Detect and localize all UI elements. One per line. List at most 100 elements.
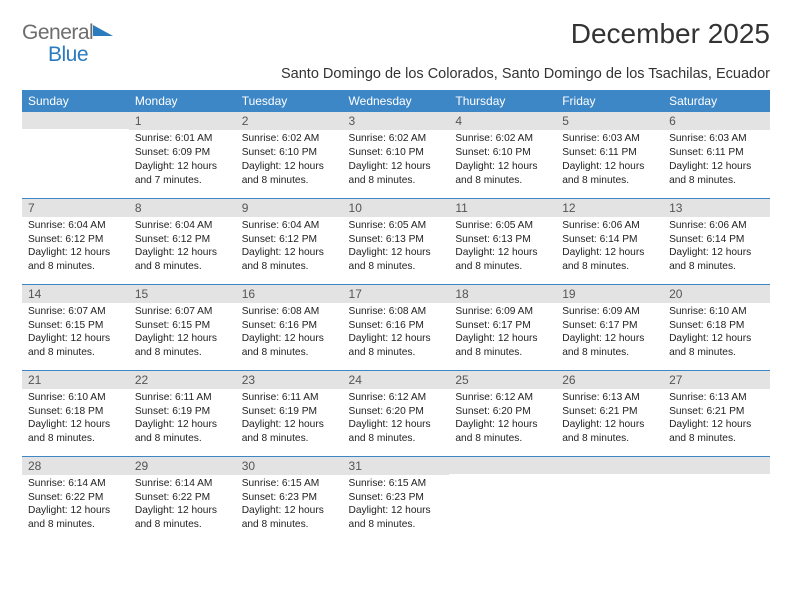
day-detail-line: and 8 minutes. bbox=[455, 260, 550, 274]
day-detail-line: Sunrise: 6:14 AM bbox=[135, 477, 230, 491]
day-details: Sunrise: 6:03 AMSunset: 6:11 PMDaylight:… bbox=[556, 130, 663, 189]
calendar-day-cell: 25Sunrise: 6:12 AMSunset: 6:20 PMDayligh… bbox=[449, 370, 556, 456]
day-details: Sunrise: 6:12 AMSunset: 6:20 PMDaylight:… bbox=[449, 389, 556, 448]
calendar-day-cell: 21Sunrise: 6:10 AMSunset: 6:18 PMDayligh… bbox=[22, 370, 129, 456]
day-number: 29 bbox=[129, 457, 236, 475]
day-detail-line: Sunset: 6:09 PM bbox=[135, 146, 230, 160]
day-detail-line: Sunrise: 6:12 AM bbox=[349, 391, 444, 405]
col-thursday: Thursday bbox=[449, 90, 556, 112]
day-detail-line: Daylight: 12 hours bbox=[455, 246, 550, 260]
day-detail-line: Daylight: 12 hours bbox=[455, 332, 550, 346]
day-detail-line: Sunset: 6:10 PM bbox=[242, 146, 337, 160]
calendar-day-cell bbox=[22, 112, 129, 198]
day-detail-line: and 8 minutes. bbox=[349, 432, 444, 446]
day-number bbox=[449, 457, 556, 474]
day-detail-line: and 8 minutes. bbox=[669, 432, 764, 446]
day-detail-line: and 8 minutes. bbox=[349, 174, 444, 188]
day-detail-line: Sunrise: 6:13 AM bbox=[669, 391, 764, 405]
day-details: Sunrise: 6:14 AMSunset: 6:22 PMDaylight:… bbox=[22, 475, 129, 534]
day-detail-line: Sunset: 6:20 PM bbox=[455, 405, 550, 419]
day-detail-line: Sunrise: 6:06 AM bbox=[669, 219, 764, 233]
day-detail-line: Daylight: 12 hours bbox=[242, 160, 337, 174]
calendar-day-cell: 24Sunrise: 6:12 AMSunset: 6:20 PMDayligh… bbox=[343, 370, 450, 456]
day-details: Sunrise: 6:15 AMSunset: 6:23 PMDaylight:… bbox=[236, 475, 343, 534]
day-detail-line: Daylight: 12 hours bbox=[455, 160, 550, 174]
calendar-day-cell: 17Sunrise: 6:08 AMSunset: 6:16 PMDayligh… bbox=[343, 284, 450, 370]
day-details: Sunrise: 6:04 AMSunset: 6:12 PMDaylight:… bbox=[22, 217, 129, 276]
day-detail-line: Daylight: 12 hours bbox=[349, 160, 444, 174]
calendar-day-cell: 10Sunrise: 6:05 AMSunset: 6:13 PMDayligh… bbox=[343, 198, 450, 284]
day-detail-line: Daylight: 12 hours bbox=[349, 504, 444, 518]
day-detail-line: Sunrise: 6:07 AM bbox=[135, 305, 230, 319]
day-detail-line: and 8 minutes. bbox=[349, 518, 444, 532]
day-details: Sunrise: 6:09 AMSunset: 6:17 PMDaylight:… bbox=[449, 303, 556, 362]
calendar-day-cell: 28Sunrise: 6:14 AMSunset: 6:22 PMDayligh… bbox=[22, 456, 129, 542]
calendar-week-row: 7Sunrise: 6:04 AMSunset: 6:12 PMDaylight… bbox=[22, 198, 770, 284]
calendar-week-row: 21Sunrise: 6:10 AMSunset: 6:18 PMDayligh… bbox=[22, 370, 770, 456]
day-detail-line: and 8 minutes. bbox=[242, 518, 337, 532]
day-number bbox=[556, 457, 663, 474]
day-number: 26 bbox=[556, 371, 663, 389]
day-number: 6 bbox=[663, 112, 770, 130]
day-detail-line: Sunset: 6:23 PM bbox=[242, 491, 337, 505]
day-details: Sunrise: 6:09 AMSunset: 6:17 PMDaylight:… bbox=[556, 303, 663, 362]
calendar-week-row: 14Sunrise: 6:07 AMSunset: 6:15 PMDayligh… bbox=[22, 284, 770, 370]
col-monday: Monday bbox=[129, 90, 236, 112]
day-number: 12 bbox=[556, 199, 663, 217]
day-detail-line: Sunrise: 6:01 AM bbox=[135, 132, 230, 146]
day-detail-line: Sunset: 6:17 PM bbox=[562, 319, 657, 333]
day-detail-line: and 8 minutes. bbox=[455, 432, 550, 446]
calendar-day-cell: 8Sunrise: 6:04 AMSunset: 6:12 PMDaylight… bbox=[129, 198, 236, 284]
day-number: 27 bbox=[663, 371, 770, 389]
calendar-day-cell: 16Sunrise: 6:08 AMSunset: 6:16 PMDayligh… bbox=[236, 284, 343, 370]
day-detail-line: and 8 minutes. bbox=[669, 260, 764, 274]
day-detail-line: Sunset: 6:20 PM bbox=[349, 405, 444, 419]
calendar-day-cell bbox=[449, 456, 556, 542]
day-detail-line: Daylight: 12 hours bbox=[349, 332, 444, 346]
day-number: 13 bbox=[663, 199, 770, 217]
calendar-day-cell: 15Sunrise: 6:07 AMSunset: 6:15 PMDayligh… bbox=[129, 284, 236, 370]
calendar-body: 1Sunrise: 6:01 AMSunset: 6:09 PMDaylight… bbox=[22, 112, 770, 542]
day-detail-line: Sunrise: 6:06 AM bbox=[562, 219, 657, 233]
day-details bbox=[22, 129, 129, 133]
day-detail-line: Sunset: 6:15 PM bbox=[135, 319, 230, 333]
day-number: 1 bbox=[129, 112, 236, 130]
calendar-day-cell: 9Sunrise: 6:04 AMSunset: 6:12 PMDaylight… bbox=[236, 198, 343, 284]
calendar-day-cell: 13Sunrise: 6:06 AMSunset: 6:14 PMDayligh… bbox=[663, 198, 770, 284]
day-number: 7 bbox=[22, 199, 129, 217]
day-number: 20 bbox=[663, 285, 770, 303]
day-details: Sunrise: 6:05 AMSunset: 6:13 PMDaylight:… bbox=[449, 217, 556, 276]
day-number: 8 bbox=[129, 199, 236, 217]
day-number: 22 bbox=[129, 371, 236, 389]
day-detail-line: Sunrise: 6:11 AM bbox=[242, 391, 337, 405]
day-number: 24 bbox=[343, 371, 450, 389]
day-detail-line: Sunset: 6:18 PM bbox=[28, 405, 123, 419]
day-number: 18 bbox=[449, 285, 556, 303]
day-detail-line: and 8 minutes. bbox=[455, 346, 550, 360]
day-details: Sunrise: 6:02 AMSunset: 6:10 PMDaylight:… bbox=[343, 130, 450, 189]
day-number: 9 bbox=[236, 199, 343, 217]
day-detail-line: Daylight: 12 hours bbox=[28, 504, 123, 518]
day-detail-line: Daylight: 12 hours bbox=[135, 160, 230, 174]
calendar-header-row: Sunday Monday Tuesday Wednesday Thursday… bbox=[22, 90, 770, 112]
day-detail-line: and 8 minutes. bbox=[242, 260, 337, 274]
calendar-day-cell: 14Sunrise: 6:07 AMSunset: 6:15 PMDayligh… bbox=[22, 284, 129, 370]
day-detail-line: Daylight: 12 hours bbox=[669, 332, 764, 346]
day-number: 15 bbox=[129, 285, 236, 303]
day-details: Sunrise: 6:07 AMSunset: 6:15 PMDaylight:… bbox=[22, 303, 129, 362]
calendar-day-cell: 19Sunrise: 6:09 AMSunset: 6:17 PMDayligh… bbox=[556, 284, 663, 370]
calendar-day-cell: 12Sunrise: 6:06 AMSunset: 6:14 PMDayligh… bbox=[556, 198, 663, 284]
calendar-week-row: 28Sunrise: 6:14 AMSunset: 6:22 PMDayligh… bbox=[22, 456, 770, 542]
day-detail-line: Daylight: 12 hours bbox=[242, 246, 337, 260]
day-details: Sunrise: 6:15 AMSunset: 6:23 PMDaylight:… bbox=[343, 475, 450, 534]
day-detail-line: Sunrise: 6:04 AM bbox=[28, 219, 123, 233]
day-detail-line: Daylight: 12 hours bbox=[562, 160, 657, 174]
day-detail-line: Daylight: 12 hours bbox=[669, 160, 764, 174]
day-detail-line: Sunrise: 6:04 AM bbox=[242, 219, 337, 233]
day-details: Sunrise: 6:11 AMSunset: 6:19 PMDaylight:… bbox=[236, 389, 343, 448]
day-detail-line: Sunrise: 6:09 AM bbox=[455, 305, 550, 319]
calendar-day-cell: 29Sunrise: 6:14 AMSunset: 6:22 PMDayligh… bbox=[129, 456, 236, 542]
day-details bbox=[663, 474, 770, 478]
day-detail-line: Sunrise: 6:04 AM bbox=[135, 219, 230, 233]
day-detail-line: Sunset: 6:15 PM bbox=[28, 319, 123, 333]
